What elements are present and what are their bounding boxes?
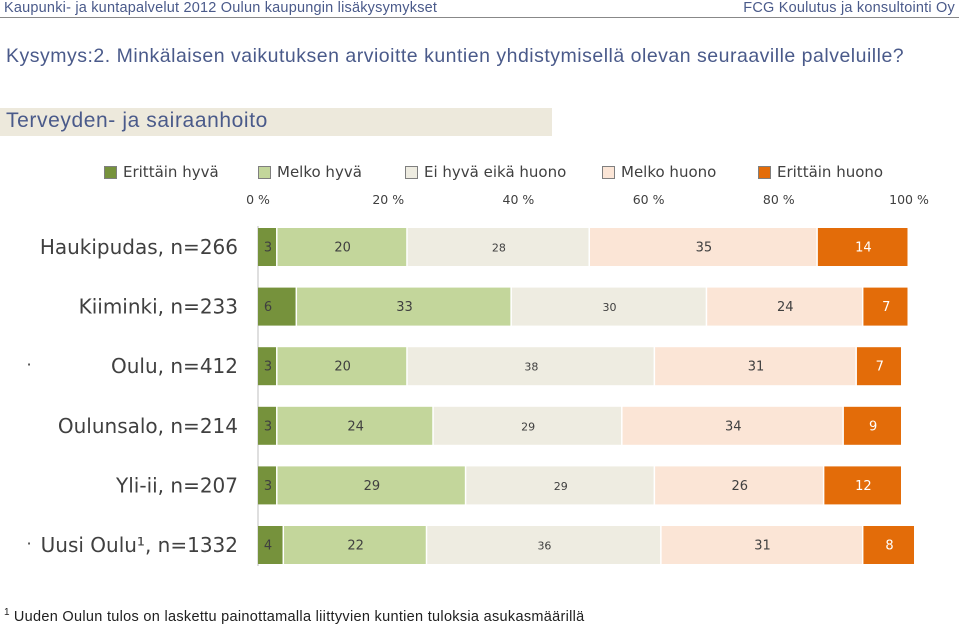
footnote-text: Uuden Oulun tulos on laskettu painottama… xyxy=(13,609,585,625)
legend-swatch-2 xyxy=(258,165,271,179)
chart-panel xyxy=(8,145,956,577)
legend-label-2: Melko hyvä xyxy=(277,163,362,181)
footnote-mark: 1 xyxy=(4,607,10,618)
footnote: 1 Uuden Oulun tulos on laskettu painottam… xyxy=(4,607,585,625)
legend-item-4: Melko huono xyxy=(602,163,716,181)
legend-swatch-1 xyxy=(104,165,117,179)
header-left-text: Kaupunki- ja kuntapalvelut 2012 Oulun ka… xyxy=(4,0,438,16)
question-text: Kysymys:2. Minkälaisen vaikutuksen arvio… xyxy=(6,45,905,67)
section-title-box: Terveyden- ja sairaanhoito xyxy=(0,108,552,136)
legend-item-3: Ei hyvä eikä huono xyxy=(405,163,566,181)
top-header-bar: Kaupunki- ja kuntapalvelut 2012 Oulun ka… xyxy=(0,0,959,18)
legend-label-4: Melko huono xyxy=(621,163,717,181)
legend-swatch-4 xyxy=(602,165,615,179)
legend-swatch-3 xyxy=(405,165,418,179)
legend-label-1: Erittäin hyvä xyxy=(123,163,219,181)
legend-item-1: Erittäin hyvä xyxy=(104,163,219,181)
header-right-text: FCG Koulutus ja konsultointi Oy xyxy=(743,0,955,16)
legend-swatch-5 xyxy=(758,165,771,179)
legend-item-5: Erittäin huono xyxy=(758,163,883,181)
legend-label-3: Ei hyvä eikä huono xyxy=(424,163,567,181)
section-title: Terveyden- ja sairaanhoito xyxy=(6,109,268,132)
legend-label-5: Erittäin huono xyxy=(777,163,884,181)
legend-item-2: Melko hyvä xyxy=(258,163,362,181)
